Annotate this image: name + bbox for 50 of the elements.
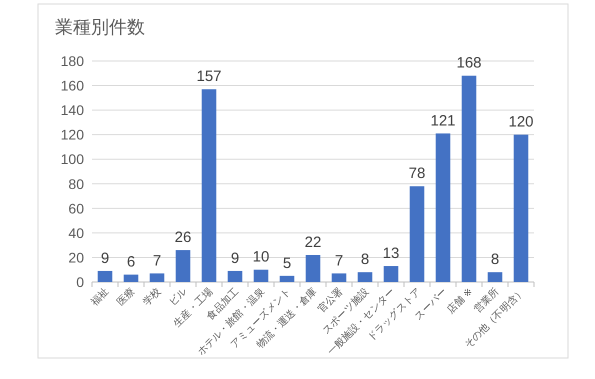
data-label: 9	[100, 250, 110, 267]
data-label: 157	[196, 68, 222, 86]
bar	[254, 270, 268, 282]
bar	[306, 254, 320, 282]
x-tick-label: ビル	[167, 286, 190, 308]
y-tick-label: 100	[60, 151, 84, 168]
x-tick-label: 医療	[114, 286, 138, 308]
bar	[358, 272, 372, 282]
bar	[488, 272, 502, 282]
bar	[202, 89, 216, 282]
bar	[410, 186, 424, 282]
y-tick-label: 120	[60, 126, 84, 143]
bar	[436, 133, 450, 282]
bar	[98, 270, 112, 282]
x-tick-label: 店舗 ※	[444, 286, 476, 316]
bar	[280, 276, 294, 282]
data-label: 7	[334, 252, 344, 270]
y-tick-label: 0	[76, 274, 84, 290]
data-label: 7	[152, 252, 162, 270]
bar	[332, 273, 346, 282]
data-label: 22	[304, 234, 322, 251]
x-tick-label: 学校	[140, 286, 164, 308]
y-tick-label: 160	[60, 78, 84, 94]
y-tick-label: 80	[68, 176, 84, 192]
chart-title: 業種別件数	[55, 17, 145, 37]
bar	[124, 274, 138, 282]
data-label: 26	[174, 229, 192, 246]
data-label: 10	[252, 248, 270, 266]
bar	[462, 76, 476, 282]
data-label: 8	[360, 251, 370, 268]
y-tick-label: 60	[68, 200, 84, 216]
data-label: 121	[430, 112, 456, 130]
bar	[514, 134, 528, 282]
y-tick-label: 180	[60, 53, 84, 69]
y-tick-label: 40	[68, 224, 84, 241]
bar	[176, 250, 190, 282]
data-label: 9	[230, 250, 240, 267]
y-tick-label: 140	[60, 102, 84, 118]
data-label: 120	[508, 114, 534, 131]
x-tick-label: 福祉	[88, 286, 112, 308]
data-label: 8	[490, 251, 500, 268]
data-label: 6	[126, 254, 136, 271]
data-label: 168	[456, 54, 482, 72]
y-tick-label: 20	[68, 249, 84, 266]
data-label: 13	[382, 245, 400, 262]
data-label: 78	[408, 165, 426, 182]
bar	[150, 273, 164, 282]
data-label: 5	[282, 254, 292, 272]
bar	[384, 266, 398, 282]
bar	[228, 270, 242, 282]
